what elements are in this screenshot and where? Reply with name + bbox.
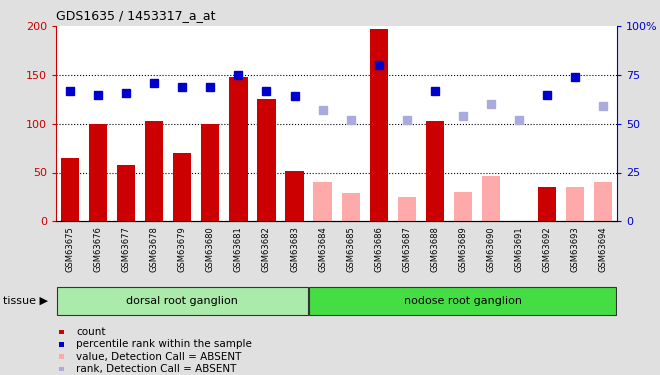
- Bar: [566, 187, 584, 221]
- Text: count: count: [76, 327, 106, 337]
- FancyBboxPatch shape: [57, 286, 308, 315]
- Bar: [61, 158, 79, 221]
- Bar: [594, 182, 612, 221]
- Bar: [173, 153, 191, 221]
- Bar: [229, 77, 248, 221]
- Bar: [257, 99, 276, 221]
- Bar: [145, 121, 164, 221]
- Bar: [89, 124, 108, 221]
- Bar: [397, 197, 416, 221]
- Bar: [370, 29, 388, 221]
- Text: nodose root ganglion: nodose root ganglion: [404, 296, 522, 306]
- Bar: [117, 165, 135, 221]
- Text: GDS1635 / 1453317_a_at: GDS1635 / 1453317_a_at: [56, 9, 216, 22]
- Bar: [538, 187, 556, 221]
- Bar: [482, 176, 500, 221]
- Bar: [341, 193, 360, 221]
- Text: value, Detection Call = ABSENT: value, Detection Call = ABSENT: [76, 352, 242, 362]
- Bar: [314, 182, 332, 221]
- Text: rank, Detection Call = ABSENT: rank, Detection Call = ABSENT: [76, 364, 236, 374]
- Text: dorsal root ganglion: dorsal root ganglion: [126, 296, 238, 306]
- Text: percentile rank within the sample: percentile rank within the sample: [76, 339, 251, 349]
- FancyBboxPatch shape: [310, 286, 616, 315]
- Bar: [201, 124, 220, 221]
- Bar: [285, 171, 304, 221]
- Bar: [426, 121, 444, 221]
- Text: tissue ▶: tissue ▶: [3, 296, 48, 306]
- Bar: [453, 192, 472, 221]
